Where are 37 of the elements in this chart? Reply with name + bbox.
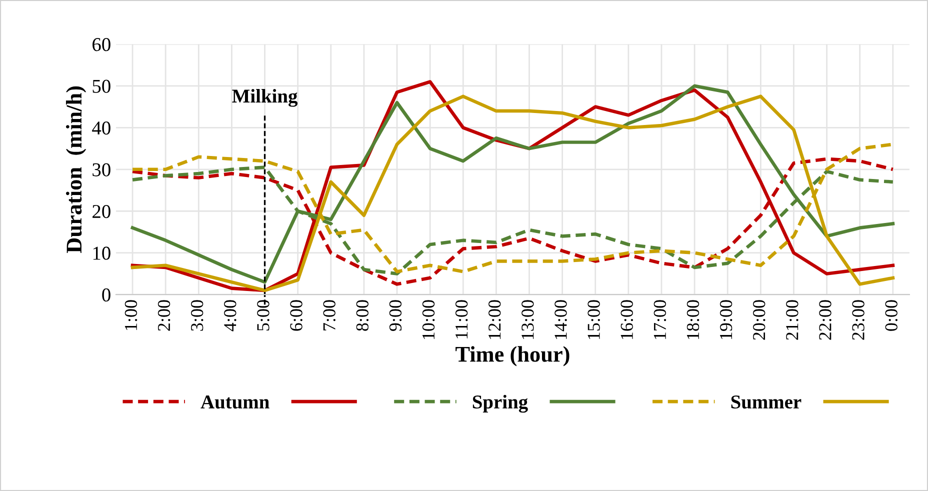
y-tick-label: 50	[92, 80, 110, 93]
y-tick-label: 40	[92, 121, 110, 135]
x-tick-label: 3:00	[190, 300, 204, 331]
x-axis-title: Time (hour)	[456, 346, 570, 366]
x-tick-label: 4:00	[224, 300, 236, 332]
x-tick-label: 9:00	[389, 300, 402, 331]
x-tick-label: 1:00	[124, 300, 138, 330]
x-tick-label: 11:00	[455, 300, 468, 338]
x-tick-label: 19:00	[720, 300, 732, 339]
legend-label: Autumn	[200, 396, 270, 409]
x-tick-label: 7:00	[323, 300, 336, 330]
x-tick-label: 12:00	[488, 300, 501, 339]
x-tick-label: 14:00	[554, 300, 567, 339]
x-tick-label: 8:00	[356, 300, 369, 331]
x-tick-label: 22:00	[819, 300, 832, 340]
y-tick-label: 10	[93, 246, 110, 260]
x-tick-label: 6:00	[290, 300, 302, 331]
x-tick-label: 2:00	[158, 300, 170, 331]
ref-line-label: Milking	[232, 89, 298, 107]
x-tick-label: 5:00	[257, 300, 270, 331]
x-tick-label: 15:00	[588, 300, 600, 339]
y-tick-label: 60	[92, 38, 110, 52]
x-tick-label: 23:00	[852, 300, 864, 340]
legend-label: Spring	[472, 394, 528, 413]
y-tick-label: 30	[92, 163, 110, 176]
x-tick-label: 13:00	[522, 300, 534, 339]
x-tick-label: 20:00	[753, 300, 766, 340]
y-tick-label: 20	[92, 204, 110, 218]
y-axis-title: Duration (min/h)	[66, 86, 86, 253]
x-tick-label: 10:00	[422, 300, 435, 339]
legend-label: Summer	[731, 395, 802, 409]
y-tick-label: 0	[102, 288, 110, 302]
x-tick-label: 16:00	[620, 300, 634, 339]
x-tick-label: 21:00	[786, 300, 798, 340]
x-tick-label: 18:00	[686, 300, 700, 339]
x-tick-label: 0:00	[885, 300, 898, 331]
x-tick-label: 17:00	[654, 300, 666, 339]
